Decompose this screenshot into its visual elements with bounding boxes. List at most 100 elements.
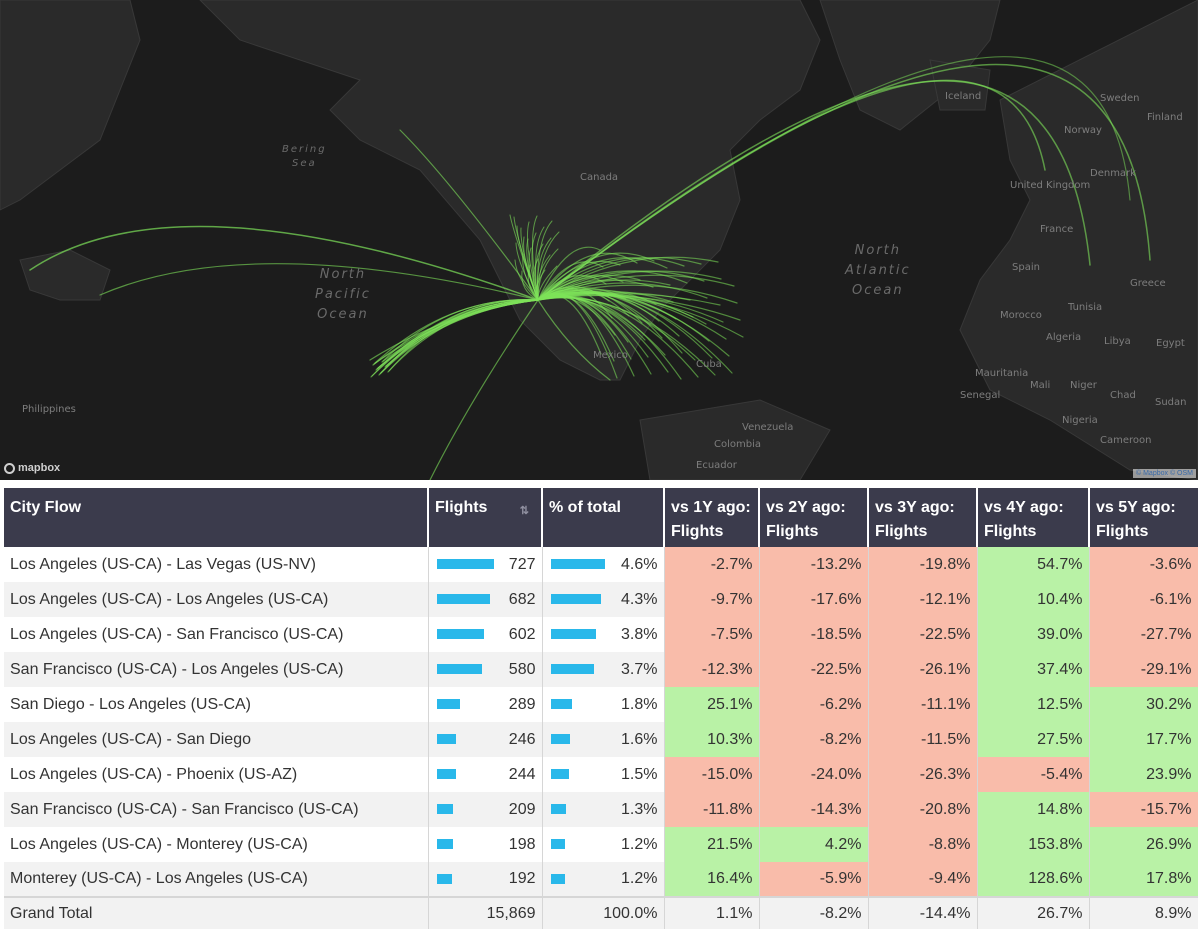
pct-total-cell[interactable]: 4.6% xyxy=(542,547,665,582)
vs-4y-cell[interactable]: 54.7% xyxy=(977,547,1090,582)
vs-4y-cell[interactable]: 128.6% xyxy=(977,862,1090,897)
pct-total-cell[interactable]: 3.7% xyxy=(542,652,665,687)
table-row[interactable]: Los Angeles (US-CA) - San Diego 246 1.6% 10… xyxy=(4,722,1198,757)
vs-2y-cell[interactable]: -8.2% xyxy=(759,722,869,757)
table-row[interactable]: San Diego - Los Angeles (US-CA) 289 1.8% 25… xyxy=(4,687,1198,722)
city-flow-cell[interactable]: Los Angeles (US-CA) - Los Angeles (US-CA… xyxy=(4,582,429,617)
table-row[interactable]: San Francisco (US-CA) - San Francisco (U… xyxy=(4,792,1198,827)
vs-1y-cell[interactable]: -15.0% xyxy=(664,757,760,792)
vs-5y-cell[interactable]: 30.2% xyxy=(1089,687,1198,722)
header-vs-3y[interactable]: vs 3Y ago: Flights xyxy=(868,488,978,547)
sort-icon[interactable]: ⇅ xyxy=(519,505,529,517)
header-vs-2y[interactable]: vs 2Y ago: Flights xyxy=(759,488,869,547)
vs-1y-cell[interactable]: -2.7% xyxy=(664,547,760,582)
vs-2y-cell[interactable]: -18.5% xyxy=(759,617,869,652)
vs-3y-cell[interactable]: -26.3% xyxy=(868,757,978,792)
city-flow-cell[interactable]: Los Angeles (US-CA) - Phoenix (US-AZ) xyxy=(4,757,429,792)
pct-total-cell[interactable]: 1.6% xyxy=(542,722,665,757)
pct-total-cell[interactable]: 1.2% xyxy=(542,827,665,862)
table-row[interactable]: Los Angeles (US-CA) - San Francisco (US-… xyxy=(4,617,1198,652)
pct-total-cell[interactable]: 1.5% xyxy=(542,757,665,792)
flights-cell[interactable]: 244 xyxy=(428,757,543,792)
vs-2y-cell[interactable]: -13.2% xyxy=(759,547,869,582)
vs-2y-cell[interactable]: -17.6% xyxy=(759,582,869,617)
flow-map[interactable]: North Pacific Ocean North Atlantic Ocean Ber… xyxy=(0,0,1198,480)
pct-total-cell[interactable]: 3.8% xyxy=(542,617,665,652)
vs-3y-cell[interactable]: -20.8% xyxy=(868,792,978,827)
table-row[interactable]: Monterey (US-CA) - Los Angeles (US-CA) 19… xyxy=(4,862,1198,897)
vs-2y-cell[interactable]: -6.2% xyxy=(759,687,869,722)
map-attribution[interactable]: © Mapbox © OSM xyxy=(1133,469,1196,478)
vs-3y-cell[interactable]: -12.1% xyxy=(868,582,978,617)
pct-total-cell[interactable]: 1.3% xyxy=(542,792,665,827)
vs-4y-cell[interactable]: 10.4% xyxy=(977,582,1090,617)
header-vs-5y[interactable]: vs 5Y ago: Flights xyxy=(1089,488,1198,547)
vs-4y-cell[interactable]: 12.5% xyxy=(977,687,1090,722)
header-vs-1y[interactable]: vs 1Y ago: Flights xyxy=(664,488,760,547)
vs-5y-cell[interactable]: -27.7% xyxy=(1089,617,1198,652)
vs-5y-cell[interactable]: 23.9% xyxy=(1089,757,1198,792)
flights-cell[interactable]: 727 xyxy=(428,547,543,582)
vs-1y-cell[interactable]: -12.3% xyxy=(664,652,760,687)
table-row[interactable]: Los Angeles (US-CA) - Los Angeles (US-CA… xyxy=(4,582,1198,617)
vs-4y-cell[interactable]: 153.8% xyxy=(977,827,1090,862)
vs-1y-cell[interactable]: -7.5% xyxy=(664,617,760,652)
vs-4y-cell[interactable]: -5.4% xyxy=(977,757,1090,792)
vs-2y-cell[interactable]: -22.5% xyxy=(759,652,869,687)
vs-2y-cell[interactable]: -24.0% xyxy=(759,757,869,792)
city-flow-cell[interactable]: Los Angeles (US-CA) - Monterey (US-CA) xyxy=(4,827,429,862)
vs-5y-cell[interactable]: -6.1% xyxy=(1089,582,1198,617)
city-flow-cell[interactable]: San Francisco (US-CA) - Los Angeles (US-… xyxy=(4,652,429,687)
vs-3y-cell[interactable]: -26.1% xyxy=(868,652,978,687)
vs-3y-cell[interactable]: -22.5% xyxy=(868,617,978,652)
vs-2y-cell[interactable]: 4.2% xyxy=(759,827,869,862)
vs-5y-cell[interactable]: 17.7% xyxy=(1089,722,1198,757)
vs-5y-cell[interactable]: -29.1% xyxy=(1089,652,1198,687)
vs-4y-cell[interactable]: 14.8% xyxy=(977,792,1090,827)
vs-3y-cell[interactable]: -8.8% xyxy=(868,827,978,862)
vs-2y-cell[interactable]: -14.3% xyxy=(759,792,869,827)
flights-cell[interactable]: 682 xyxy=(428,582,543,617)
vs-3y-cell[interactable]: -9.4% xyxy=(868,862,978,897)
city-flow-cell[interactable]: San Diego - Los Angeles (US-CA) xyxy=(4,687,429,722)
flights-cell[interactable]: 602 xyxy=(428,617,543,652)
header-pct-total[interactable]: % of total xyxy=(542,488,665,547)
vs-4y-cell[interactable]: 39.0% xyxy=(977,617,1090,652)
table-row[interactable]: Los Angeles (US-CA) - Phoenix (US-AZ) 244… xyxy=(4,757,1198,792)
vs-5y-cell[interactable]: 26.9% xyxy=(1089,827,1198,862)
table-row[interactable]: Los Angeles (US-CA) - Las Vegas (US-NV) 7… xyxy=(4,547,1198,582)
vs-4y-cell[interactable]: 37.4% xyxy=(977,652,1090,687)
city-flow-cell[interactable]: Los Angeles (US-CA) - Las Vegas (US-NV) xyxy=(4,547,429,582)
table-row[interactable]: San Francisco (US-CA) - Los Angeles (US-… xyxy=(4,652,1198,687)
vs-1y-cell[interactable]: 25.1% xyxy=(664,687,760,722)
header-city-flow[interactable]: City Flow xyxy=(4,488,429,547)
city-flow-cell[interactable]: Los Angeles (US-CA) - San Diego xyxy=(4,722,429,757)
flights-cell[interactable]: 209 xyxy=(428,792,543,827)
flights-cell[interactable]: 192 xyxy=(428,862,543,897)
vs-3y-cell[interactable]: -11.5% xyxy=(868,722,978,757)
flights-cell[interactable]: 246 xyxy=(428,722,543,757)
vs-5y-cell[interactable]: -3.6% xyxy=(1089,547,1198,582)
city-flow-cell[interactable]: Monterey (US-CA) - Los Angeles (US-CA) xyxy=(4,862,429,897)
header-flights[interactable]: Flights ⇅ xyxy=(428,488,543,547)
table-row[interactable]: Los Angeles (US-CA) - Monterey (US-CA) 19… xyxy=(4,827,1198,862)
city-flow-cell[interactable]: Los Angeles (US-CA) - San Francisco (US-… xyxy=(4,617,429,652)
vs-3y-cell[interactable]: -11.1% xyxy=(868,687,978,722)
vs-5y-cell[interactable]: -15.7% xyxy=(1089,792,1198,827)
vs-1y-cell[interactable]: -11.8% xyxy=(664,792,760,827)
vs-2y-cell[interactable]: -5.9% xyxy=(759,862,869,897)
city-flow-cell[interactable]: San Francisco (US-CA) - San Francisco (U… xyxy=(4,792,429,827)
pct-total-cell[interactable]: 4.3% xyxy=(542,582,665,617)
vs-1y-cell[interactable]: 16.4% xyxy=(664,862,760,897)
flights-cell[interactable]: 289 xyxy=(428,687,543,722)
pct-total-cell[interactable]: 1.2% xyxy=(542,862,665,897)
vs-4y-cell[interactable]: 27.5% xyxy=(977,722,1090,757)
flights-cell[interactable]: 198 xyxy=(428,827,543,862)
vs-1y-cell[interactable]: 10.3% xyxy=(664,722,760,757)
mapbox-logo[interactable]: mapbox xyxy=(4,462,60,474)
header-vs-4y[interactable]: vs 4Y ago: Flights xyxy=(977,488,1090,547)
vs-1y-cell[interactable]: -9.7% xyxy=(664,582,760,617)
vs-3y-cell[interactable]: -19.8% xyxy=(868,547,978,582)
vs-5y-cell[interactable]: 17.8% xyxy=(1089,862,1198,897)
flights-cell[interactable]: 580 xyxy=(428,652,543,687)
